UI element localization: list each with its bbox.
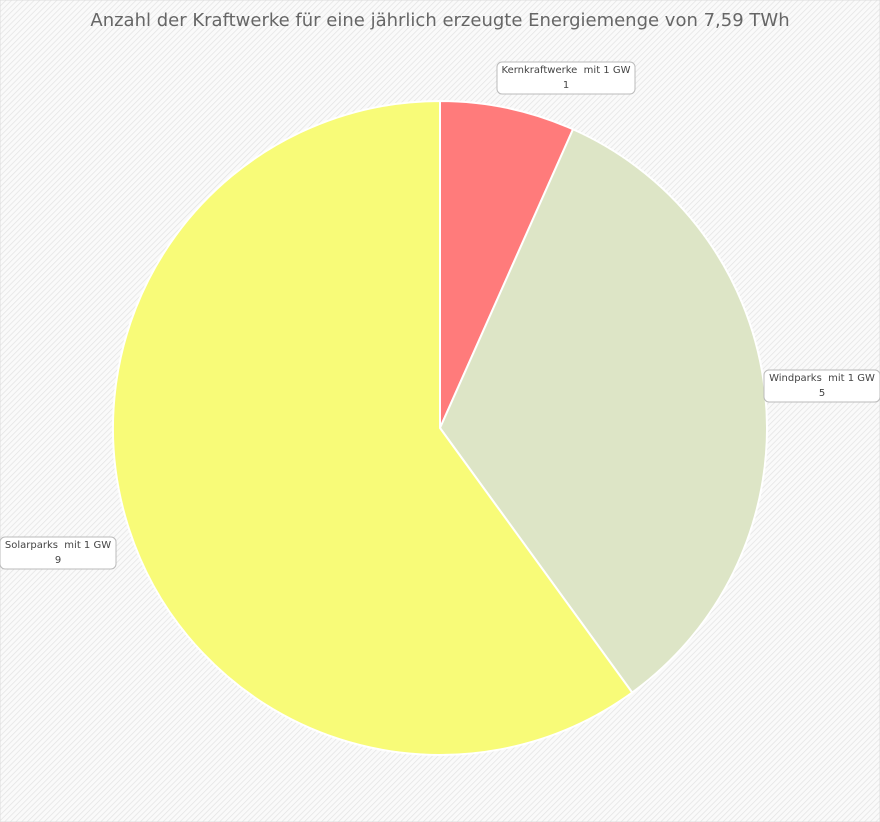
pie-slice xyxy=(439,99,575,429)
label-category: Kernkraftwerke mit 1 GW xyxy=(502,65,631,76)
pie-slice xyxy=(112,99,634,756)
label-category: Windparks mit 1 GW xyxy=(769,373,875,384)
label-value: 1 xyxy=(563,80,569,91)
chart-title: Anzahl der Kraftwerke für eine jährlich … xyxy=(90,10,789,31)
data-label: Solarparks mit 1 GW 9 xyxy=(0,536,117,570)
label-category: Solarparks mit 1 GW xyxy=(5,540,111,551)
data-label: Windparks mit 1 GW 5 xyxy=(763,369,880,403)
label-box xyxy=(496,61,636,95)
label-value: 5 xyxy=(819,388,825,399)
label-box xyxy=(0,536,117,570)
data-label: Kernkraftwerke mit 1 GW 1 xyxy=(496,61,636,95)
label-box xyxy=(763,369,880,403)
label-value: 9 xyxy=(55,555,61,566)
